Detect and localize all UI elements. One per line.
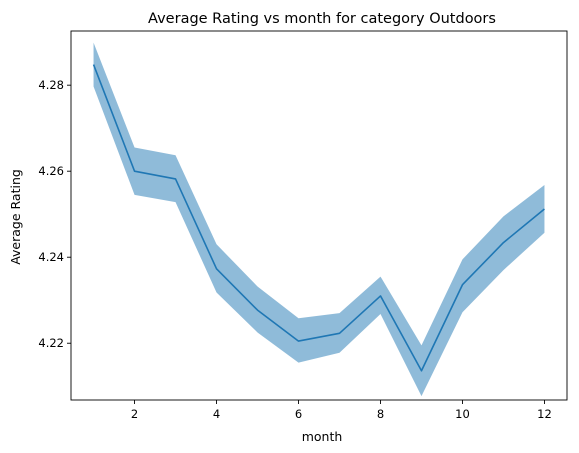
y-tick-label: 4.22 (38, 336, 64, 350)
plot-area (70, 30, 568, 401)
x-tick-label: 6 (295, 407, 302, 421)
chart-title: Average Rating vs month for category Out… (148, 11, 496, 27)
confidence-band (93, 42, 545, 397)
y-axis: 4.22 4.24 4.26 4.28 (38, 78, 71, 350)
y-tick-label: 4.26 (38, 164, 64, 178)
x-tick-label: 4 (213, 407, 220, 421)
x-axis: 2 4 6 8 10 12 (131, 400, 552, 421)
y-tick-label: 4.24 (38, 250, 64, 264)
series-line (92, 64, 545, 372)
x-tick-label: 2 (131, 407, 138, 421)
y-tick-label: 4.28 (38, 78, 64, 92)
axes-frame (70, 30, 568, 401)
x-tick-label: 10 (455, 407, 470, 421)
x-tick-label: 12 (537, 407, 552, 421)
x-tick-label: 8 (377, 407, 384, 421)
x-axis-label: month (302, 429, 343, 444)
y-axis-label: Average Rating (8, 169, 23, 265)
